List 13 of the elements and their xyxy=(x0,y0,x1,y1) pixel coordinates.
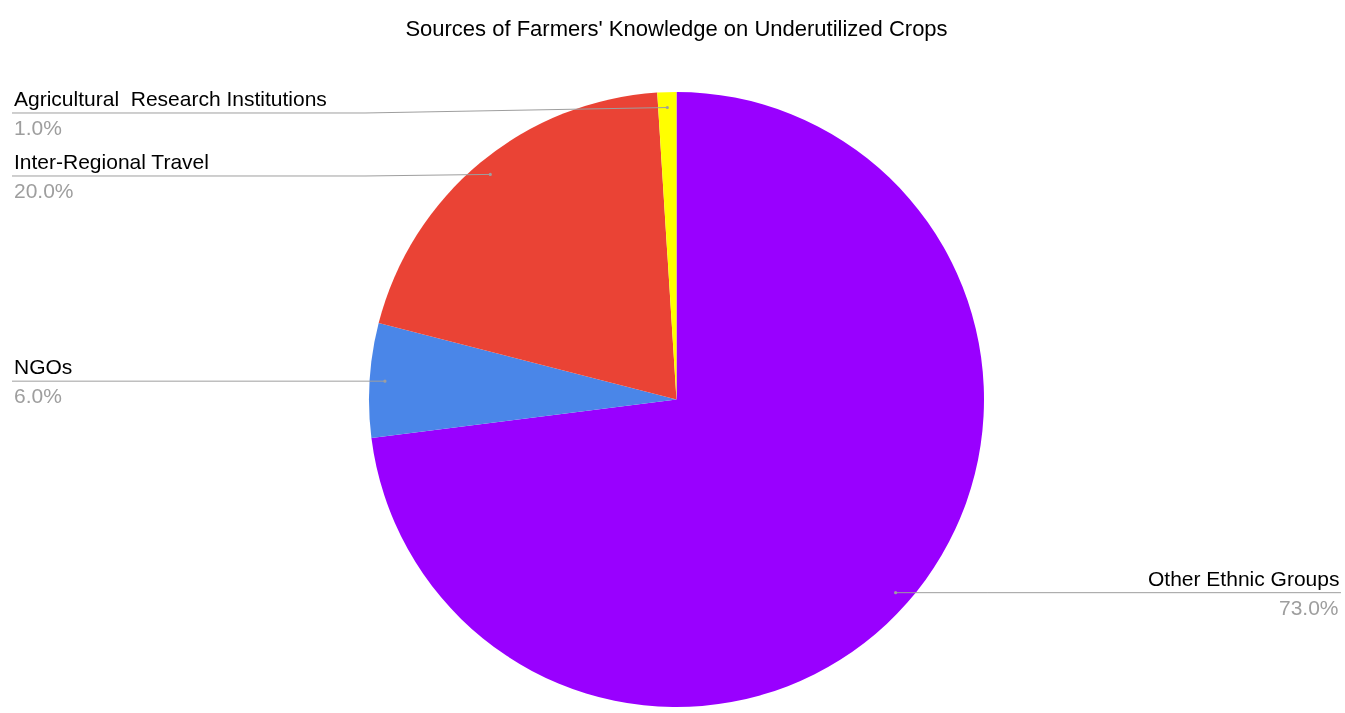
slice-label: NGOs xyxy=(14,355,73,378)
slice-label: Other Ethnic Groups xyxy=(1148,567,1340,590)
data-label: 20.0% xyxy=(14,179,74,202)
slice-label: Inter-Regional Travel xyxy=(14,150,209,173)
chart-title: Sources of Farmers' Knowledge on Underutilized Crops xyxy=(405,15,948,41)
data-label: 1.0% xyxy=(14,116,62,139)
data-label: 6.0% xyxy=(14,384,62,407)
slice-label: Agricultural Research Institutions xyxy=(14,87,327,110)
pie-slice xyxy=(369,323,677,439)
data-label: 73.0% xyxy=(1279,596,1339,619)
pie-slice xyxy=(371,92,984,707)
pie-slice xyxy=(378,92,677,400)
pie-slice xyxy=(657,92,677,400)
